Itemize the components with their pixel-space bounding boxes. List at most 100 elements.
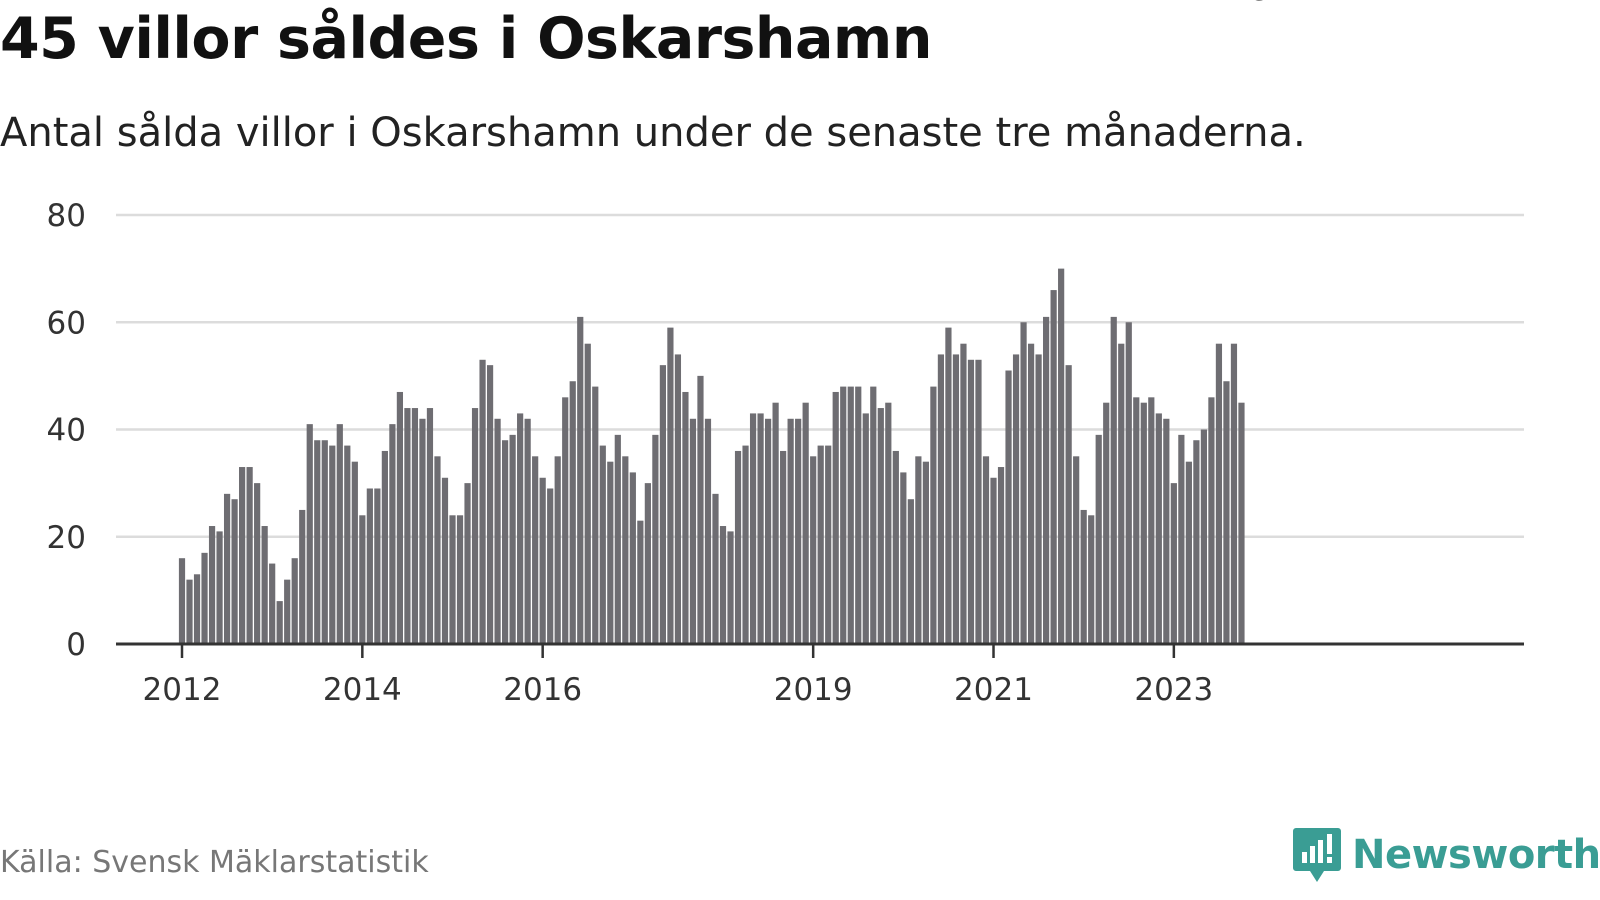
bar [855,386,862,644]
bar [1140,402,1147,644]
bar [1170,483,1177,644]
bar [757,413,764,644]
bar [644,483,651,644]
bar [674,354,682,644]
bar [471,408,479,644]
bar [239,467,246,644]
bar [659,365,666,644]
bar [1125,322,1132,644]
bar [622,456,629,644]
bar [314,440,321,644]
bar [254,483,261,644]
bar [389,424,396,644]
brand-name: Newsworthy [1352,832,1600,878]
bar [795,418,802,644]
bar [1238,402,1245,644]
bar [945,327,952,644]
bar [366,488,373,644]
bar [1058,268,1065,644]
bar [299,509,306,644]
bar [652,434,659,644]
bar [186,579,193,644]
bar [682,391,689,644]
bars [178,268,1245,644]
bar [486,365,494,644]
bar [802,402,809,644]
bar [592,386,599,644]
bar [1178,434,1185,644]
bar [967,359,975,644]
bar [344,445,351,644]
bar [502,440,509,644]
bar [922,461,929,644]
bar [960,343,967,644]
bar [1005,370,1012,644]
x-tick-label: 2021 [954,672,1033,708]
bar [359,515,366,644]
bar [1163,418,1170,644]
bar [1193,440,1200,644]
bar [276,601,283,644]
x-tick-label: 2023 [1134,672,1213,708]
bar [982,456,990,644]
bar [1012,354,1020,644]
axes [116,642,1524,658]
bar [862,413,869,644]
bar [975,359,982,644]
bar [201,552,208,644]
bar [1208,397,1215,644]
bar [411,408,419,644]
bar [1043,316,1050,644]
bar [1035,354,1042,644]
bar [1065,365,1072,644]
bar [712,493,719,644]
bar [231,499,238,644]
bar [396,391,404,644]
bar [787,418,794,644]
bar [539,477,546,644]
bar [1050,290,1057,644]
bar [554,456,561,644]
bar [1110,316,1117,644]
x-tick-label: 2016 [503,672,582,708]
bar [997,467,1005,644]
bar [817,445,824,644]
bar [1230,343,1238,644]
bar [261,526,268,644]
bar [990,477,997,644]
bar [1080,509,1087,644]
bar [577,316,584,644]
bar [404,408,411,644]
bar [780,450,787,644]
bar [532,456,539,644]
bar [764,418,772,644]
bar [284,579,291,644]
chart-title: 45 villor såldes i Oskarshamn [0,6,932,72]
bar [1027,343,1035,644]
bar [907,499,914,644]
bar [329,445,336,644]
bar [1095,434,1102,644]
bar [704,418,712,644]
bar [727,531,734,644]
bar [1088,515,1095,644]
bar [336,424,343,644]
bar [930,386,937,644]
bar [772,402,779,644]
bar [840,386,847,644]
bar [569,381,576,644]
bar [449,515,456,644]
bar [734,450,742,644]
x-tick-label: 2012 [143,672,222,708]
bar [825,445,832,644]
bar [374,488,381,644]
y-tick-label: 20 [47,520,86,556]
bar [607,461,614,644]
bar [1073,456,1080,644]
bar [1185,461,1192,644]
bar [321,440,328,644]
y-tick-label: 80 [47,198,86,234]
bar [1020,322,1027,644]
bar [306,424,313,644]
